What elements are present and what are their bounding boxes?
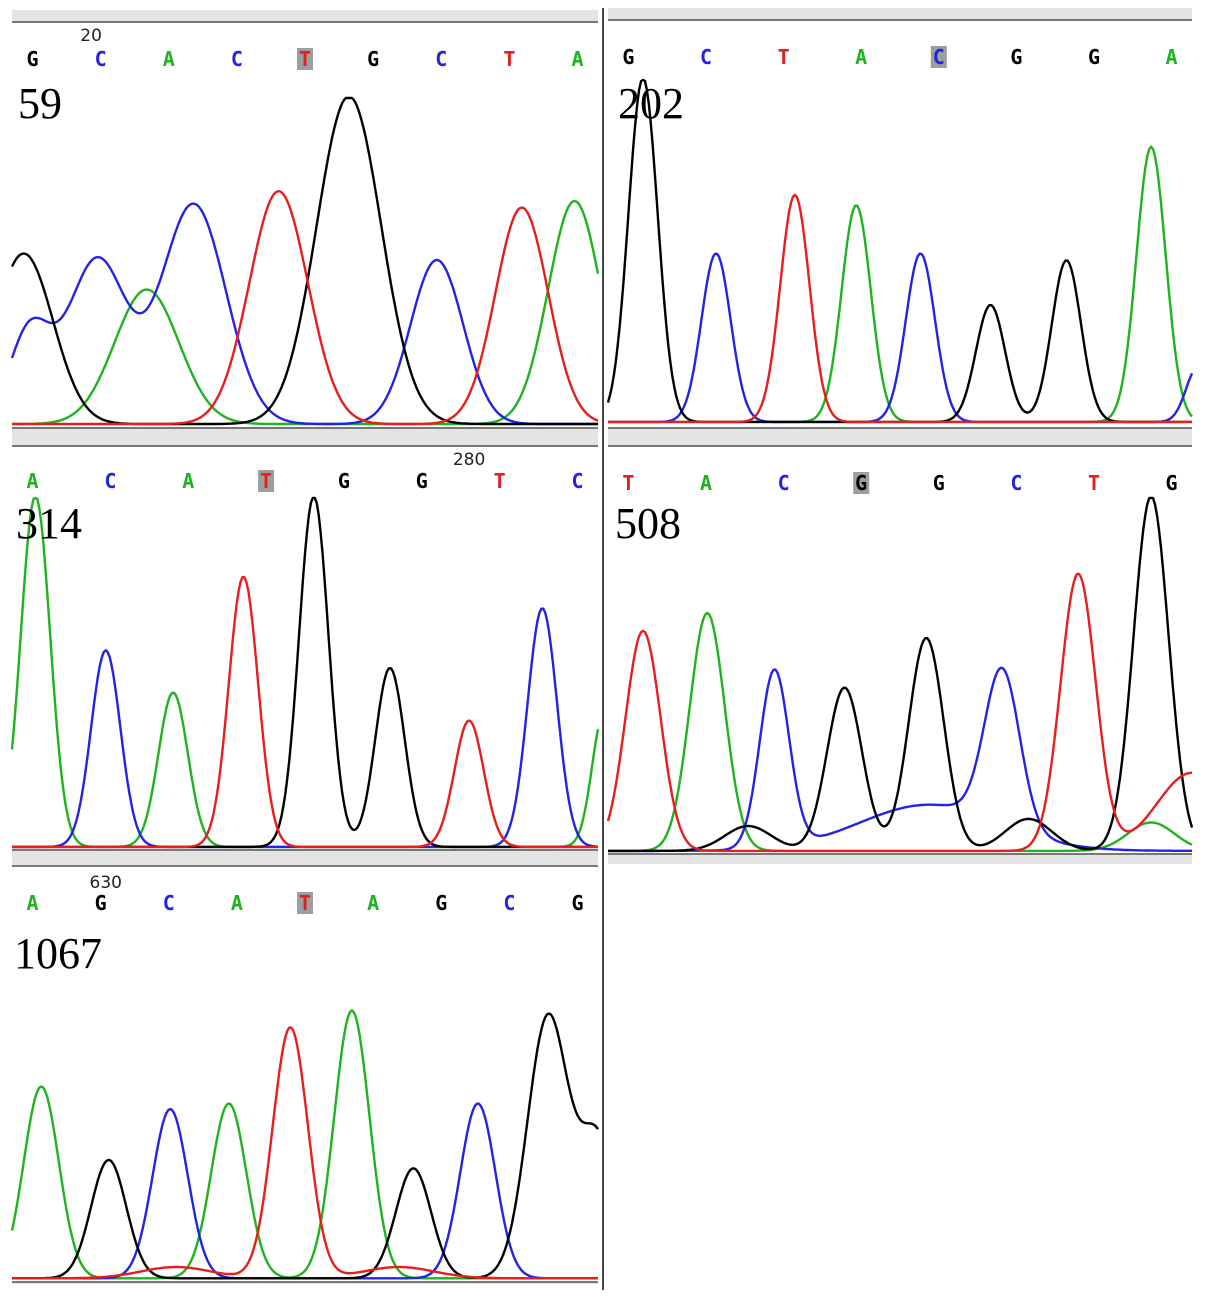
base-call-label: G	[933, 471, 945, 495]
chromatogram-panel-508: T A C G G C T G 508	[606, 445, 1194, 864]
base-call-label: T	[299, 47, 311, 71]
base-call-label: A	[26, 469, 38, 493]
position-marker: 630	[90, 873, 122, 893]
highlighted-base-box	[258, 470, 275, 492]
panel-bottom-band	[608, 854, 1192, 864]
panel-top-band	[608, 8, 1192, 20]
base-call-label: T	[503, 47, 515, 71]
base-call-label: C	[571, 469, 583, 493]
base-call-label: G	[95, 891, 107, 915]
base-call-label: T	[494, 469, 506, 493]
base-call-label: T	[260, 469, 272, 493]
base-call-label: A	[163, 47, 175, 71]
base-call-label: G	[1010, 45, 1022, 69]
base-call-label: A	[26, 891, 38, 915]
panel-bottom-band	[12, 850, 598, 866]
base-call-label: A	[855, 45, 867, 69]
panel-number: 508	[615, 499, 681, 548]
base-call-label: C	[700, 45, 712, 69]
base-call-label: G	[571, 891, 583, 915]
base-call-label: C	[503, 891, 515, 915]
highlighted-base-box	[853, 472, 870, 494]
panel-bottom-band	[12, 428, 598, 446]
trace-T	[12, 1026, 598, 1280]
panel-number: 202	[618, 79, 684, 128]
base-call-label: A	[182, 469, 194, 493]
base-call-label: G	[416, 469, 428, 493]
base-call-label: G	[1088, 45, 1100, 69]
panel-number: 1067	[14, 929, 102, 978]
base-call-label: C	[104, 469, 116, 493]
trace-T	[12, 190, 599, 426]
highlighted-base-box	[297, 892, 313, 914]
base-call-label: C	[231, 47, 243, 71]
highlighted-base-box	[297, 48, 313, 70]
panel-top-band	[12, 10, 598, 22]
base-call-label: T	[1088, 471, 1100, 495]
trace-T	[12, 576, 598, 849]
chromatogram-panel-59: G C A C T G C T A 20 59	[10, 10, 600, 446]
base-call-label: C	[1010, 471, 1022, 495]
base-call-label: A	[571, 47, 583, 71]
base-call-label: T	[778, 45, 790, 69]
trace-C	[10, 202, 598, 426]
chromatogram-panel-202: G C T A C G G A 202	[606, 8, 1194, 446]
base-call-label: C	[778, 471, 790, 495]
panel-number: 59	[18, 79, 62, 128]
panel-number: 314	[16, 499, 82, 548]
chromatogram-panel-314: A C A T G G T C 280 314	[10, 445, 600, 866]
position-marker: 280	[453, 450, 485, 470]
base-call-label: G	[367, 47, 379, 71]
base-call-label: A	[231, 891, 243, 915]
base-call-label: T	[299, 891, 311, 915]
panel-bottom-band	[608, 428, 1192, 446]
base-call-label: C	[163, 891, 175, 915]
base-call-label: A	[1166, 45, 1178, 69]
trace-G	[608, 496, 1194, 853]
base-call-label: G	[855, 471, 867, 495]
base-call-label: C	[435, 47, 447, 71]
base-call-label: C	[933, 45, 945, 69]
position-marker: 20	[80, 26, 102, 46]
base-call-label: G	[26, 47, 38, 71]
highlighted-base-box	[930, 46, 947, 68]
base-call-label: G	[1166, 471, 1178, 495]
trace-G	[10, 96, 598, 426]
base-call-label: C	[95, 47, 107, 71]
base-call-label: T	[622, 471, 634, 495]
base-call-label: A	[700, 471, 712, 495]
trace-T	[608, 193, 1192, 424]
base-call-label: A	[367, 891, 379, 915]
base-call-label: G	[622, 45, 634, 69]
base-call-label: G	[338, 469, 350, 493]
trace-T	[606, 572, 1193, 853]
trace-G	[12, 1012, 599, 1280]
base-call-label: G	[435, 891, 447, 915]
